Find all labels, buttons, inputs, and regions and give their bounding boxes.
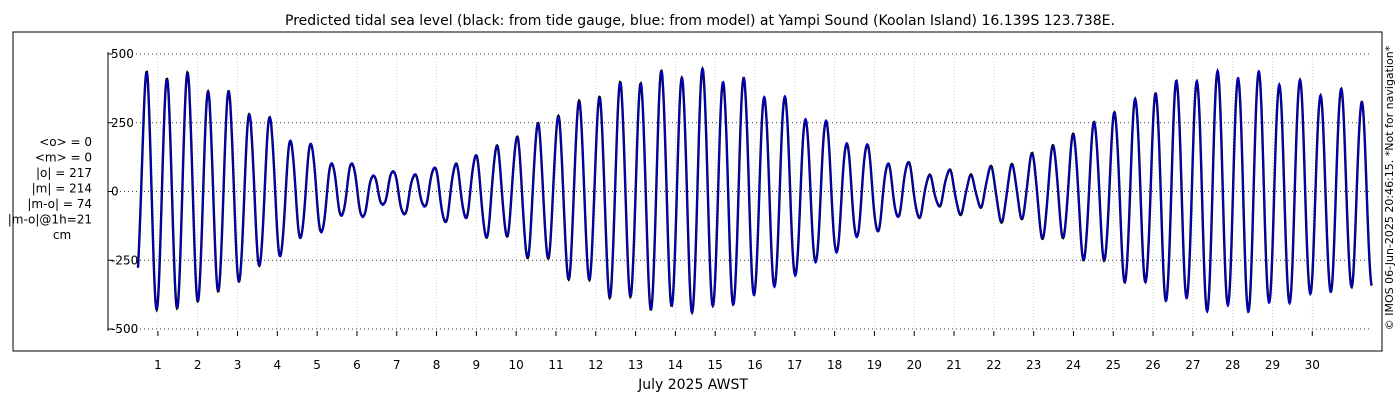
y-tick-label: -500 xyxy=(111,322,138,336)
y-tick-label: 500 xyxy=(111,47,134,61)
x-tick-label: 28 xyxy=(1225,358,1240,372)
x-tick-label: 9 xyxy=(473,358,481,372)
x-tick-label: 3 xyxy=(234,358,242,372)
series-line-model xyxy=(137,66,1373,315)
stat-line: |m-o| = 74 xyxy=(27,197,92,211)
x-tick-label: 4 xyxy=(274,358,282,372)
y-tick-label: 250 xyxy=(111,116,134,130)
series-layer xyxy=(136,65,1373,316)
x-tick-label: 27 xyxy=(1185,358,1200,372)
x-tick-label: 30 xyxy=(1305,358,1320,372)
outer-frame xyxy=(12,31,1383,352)
x-tick-label: 5 xyxy=(313,358,321,372)
x-tick-label: 26 xyxy=(1145,358,1160,372)
x-tick-label: 12 xyxy=(588,358,603,372)
x-tick-label: 10 xyxy=(509,358,524,372)
stat-line: |m| = 214 xyxy=(32,182,92,196)
y-axis-ticks: -500 -250 0 250 500 xyxy=(108,47,138,336)
x-axis-label: July 2025 AWST xyxy=(637,377,748,393)
x-tick-label: 19 xyxy=(867,358,882,372)
statistics-panel: <o> = 0 <m> = 0|o| = 217 |m| = 214|m-o| = … xyxy=(8,135,92,242)
y-tick-label: -250 xyxy=(111,253,138,267)
x-tick-label: 22 xyxy=(986,358,1001,372)
x-tick-label: 11 xyxy=(548,358,563,372)
x-tick-label: 14 xyxy=(668,358,683,372)
x-tick-label: 23 xyxy=(1026,358,1041,372)
stat-line: <o> = 0 xyxy=(39,135,92,149)
x-tick-label: 17 xyxy=(787,358,802,372)
x-tick-label: 16 xyxy=(747,358,762,372)
x-axis-ticks: 1 2 3 4 5 6 7 8 9 10 11 12 13 14 15 16 17 18 19 20 21 22 23 24 2… xyxy=(154,331,1320,372)
x-tick-label: 24 xyxy=(1066,358,1081,372)
x-tick-label: 1 xyxy=(154,358,162,372)
copyright-notice: © IMOS 06-Jun-2025 20:46:15. *Not for na… xyxy=(1383,45,1396,330)
x-tick-label: 29 xyxy=(1265,358,1280,372)
x-tick-label: 2 xyxy=(194,358,202,372)
y-tick-label: 0 xyxy=(111,185,119,199)
x-tick-label: 18 xyxy=(827,358,842,372)
stat-line: <m> = 0 xyxy=(35,151,92,165)
x-tick-label: 6 xyxy=(353,358,361,372)
x-tick-label: 20 xyxy=(907,358,922,372)
stat-line: |m-o|@1h=21 xyxy=(8,213,92,227)
x-tick-label: 7 xyxy=(393,358,401,372)
x-tick-label: 21 xyxy=(946,358,961,372)
x-tick-label: 25 xyxy=(1106,358,1121,372)
x-tick-label: 15 xyxy=(708,358,723,372)
x-tick-label: 13 xyxy=(628,358,643,372)
stat-line: cm xyxy=(53,228,71,242)
stat-line: |o| = 217 xyxy=(36,166,92,180)
chart-title: Predicted tidal sea level (black: from t… xyxy=(285,13,1115,29)
x-tick-label: 8 xyxy=(433,358,441,372)
